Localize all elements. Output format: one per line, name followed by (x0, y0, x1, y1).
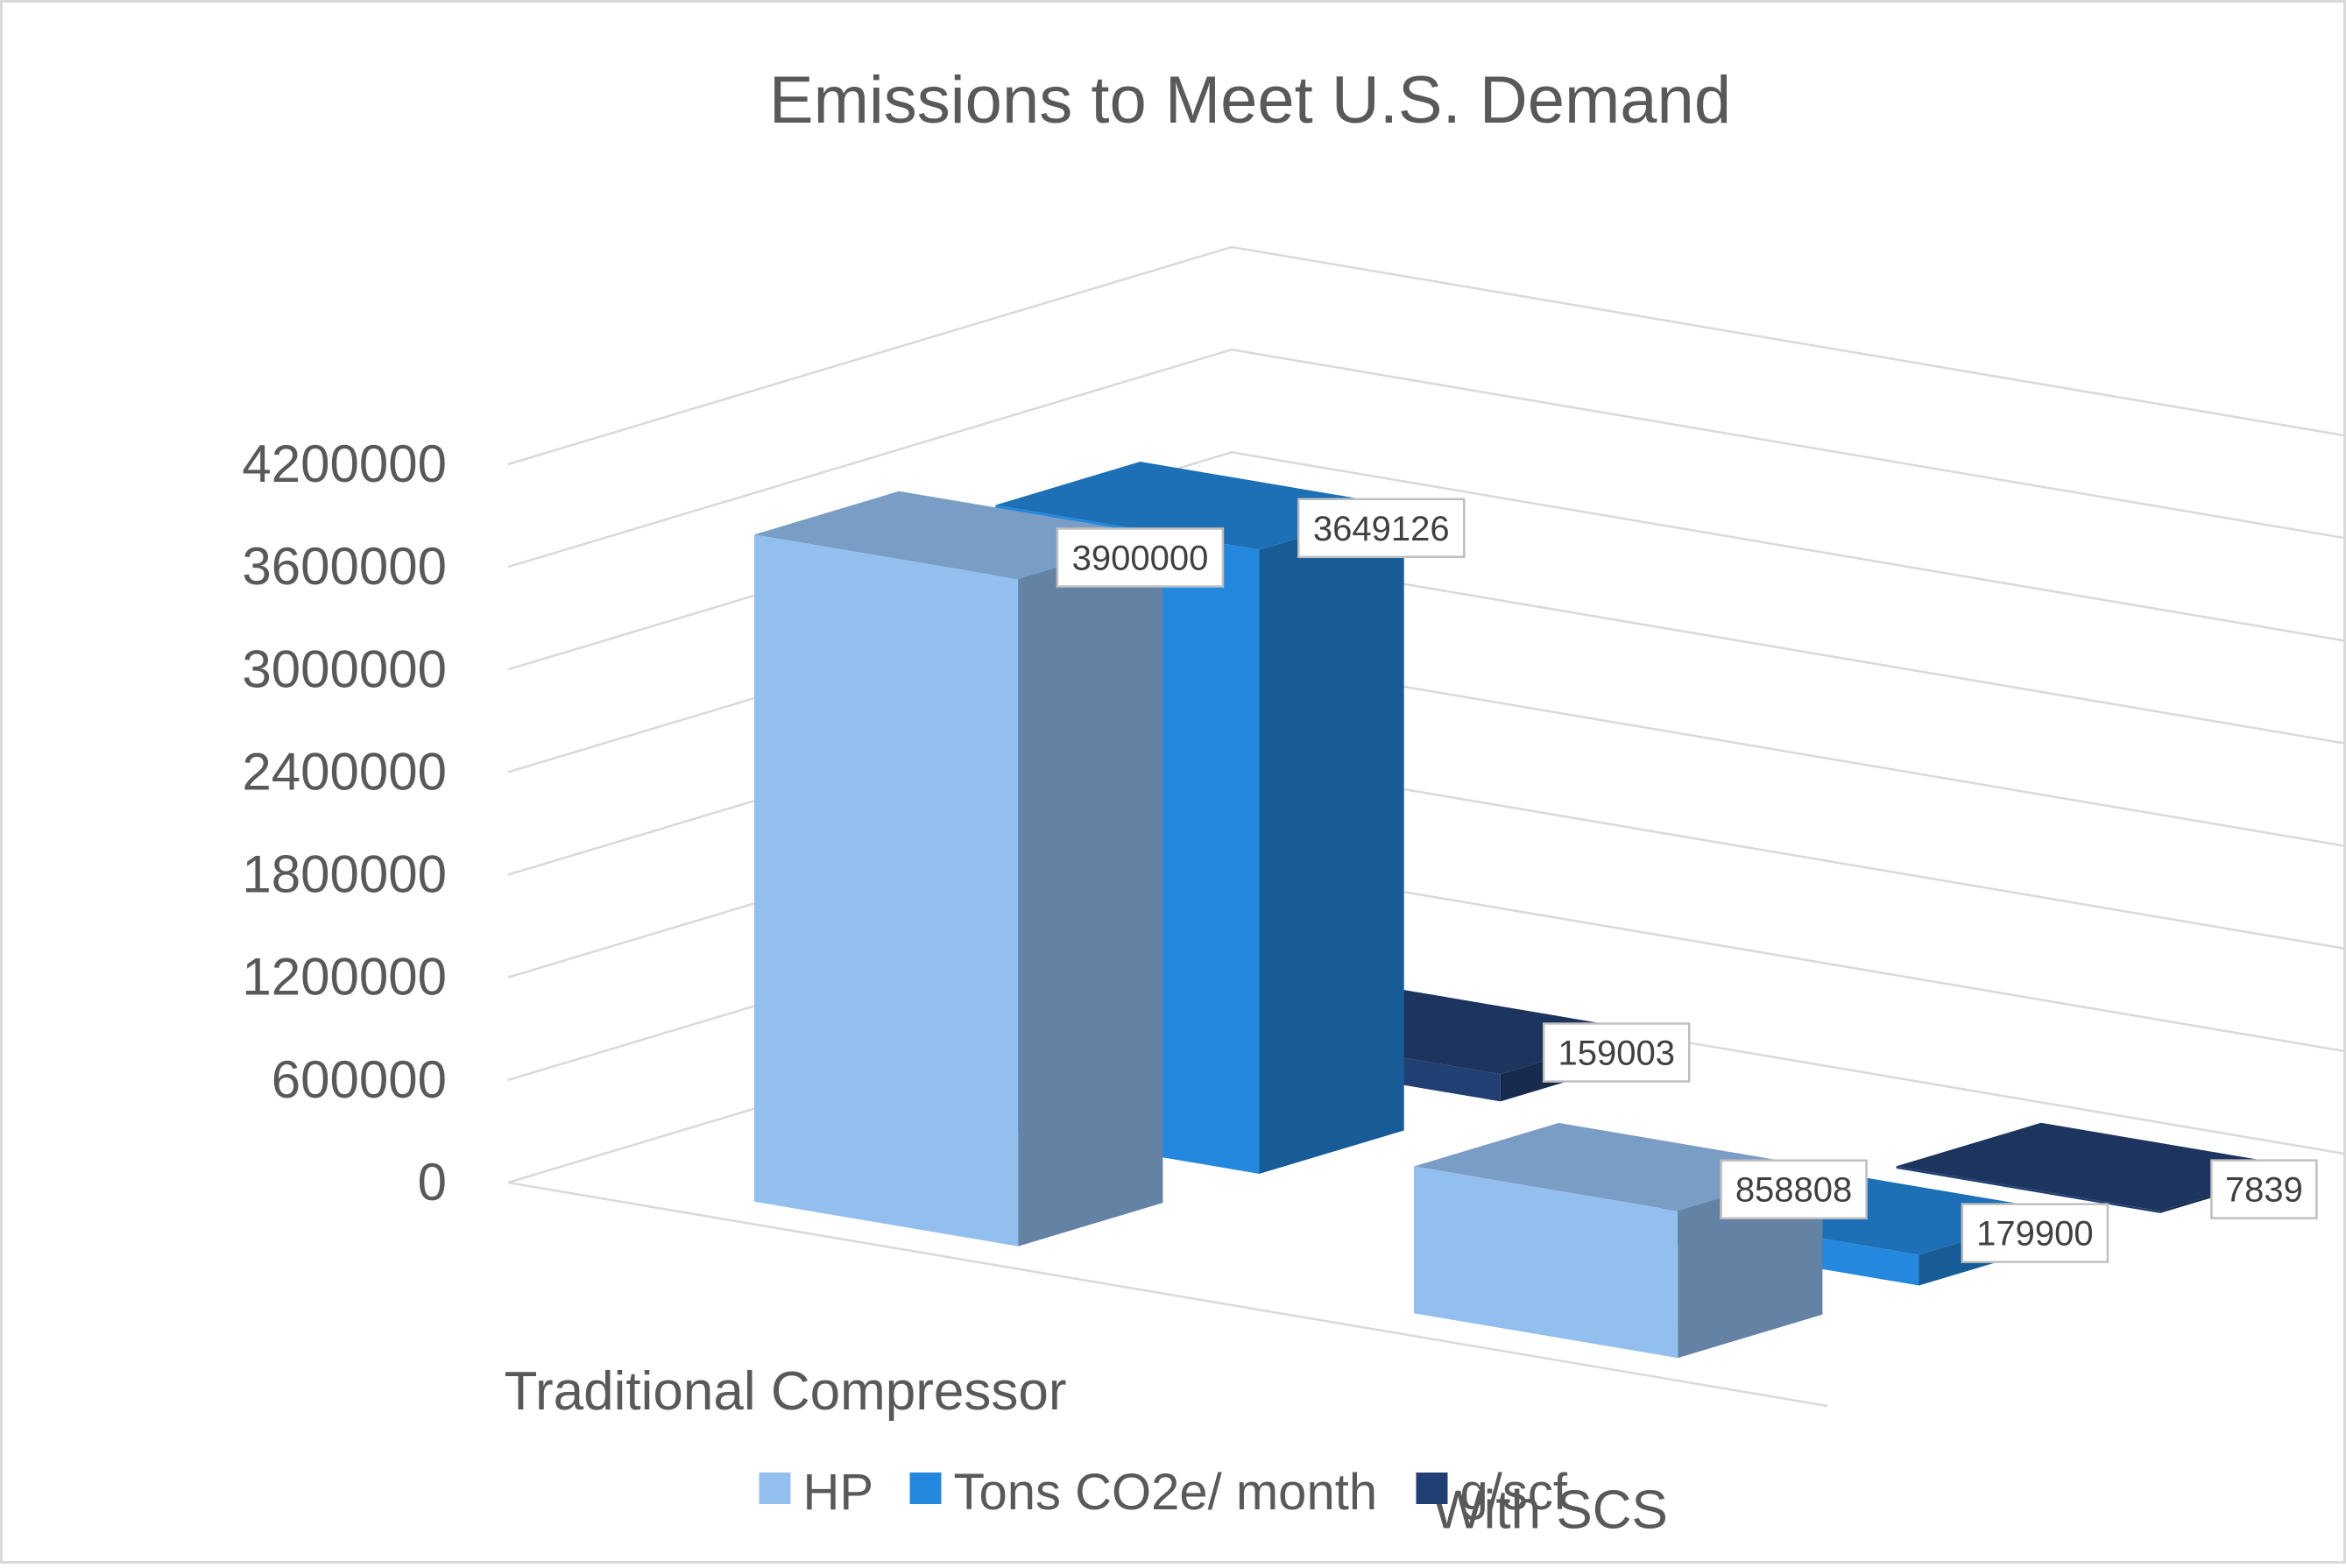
legend-item: HP (759, 1464, 874, 1521)
bar-front-face (1896, 1166, 2160, 1213)
legend: HP Tons CO2e/ month g/scf (759, 1464, 1568, 1521)
data-label: 3900000 (1056, 527, 1225, 588)
bar-front-face (754, 534, 1019, 1247)
gridline (507, 451, 2346, 671)
y-tick-label: 1200000 (242, 948, 447, 1006)
y-tick-label: 1800000 (242, 845, 447, 904)
legend-swatch (909, 1473, 942, 1504)
data-label-box (2210, 1159, 2318, 1219)
data-label: 858808 (1720, 1159, 1868, 1219)
legend-swatch (759, 1473, 791, 1504)
data-label-box (1297, 498, 1466, 559)
data-label-text: 7839 (2225, 1171, 2303, 1210)
bar-top-face (1896, 1122, 2305, 1211)
data-label: 159003 (1542, 1022, 1691, 1083)
y-tick-label: 0 (418, 1153, 447, 1211)
y-tick-label: 4200000 (242, 434, 447, 493)
y-axis: 0 600000 1200000 1800000 2400000 3000000 36000… (242, 434, 447, 1211)
legend-label: Tons CO2e/ month (954, 1464, 1378, 1521)
y-tick-label: 600000 (272, 1050, 447, 1109)
bar-hp-1 (1414, 1122, 1823, 1359)
gridline (507, 348, 2346, 569)
legend-item: Tons CO2e/ month (909, 1464, 1378, 1521)
data-label-box (1056, 527, 1225, 588)
bar-side-face (1018, 535, 1163, 1247)
data-labels: 7839 159003 179900 3649126 858808 3900000 (1056, 498, 2318, 1263)
legend-label: g/scf (1460, 1464, 1568, 1521)
data-label-box (1961, 1203, 2109, 1263)
data-label-box (1542, 1022, 1691, 1083)
category-label: With SCS (1432, 1480, 1668, 1540)
y-tick-label: 2400000 (242, 742, 447, 801)
chart-title: Emissions to Meet U.S. Demand (769, 63, 1731, 138)
category-label: Traditional Compressor (504, 1361, 1066, 1422)
data-label-text: 858808 (1735, 1171, 1852, 1210)
data-label-text: 3900000 (1072, 539, 1209, 577)
data-label: 179900 (1961, 1203, 2109, 1263)
data-label-text: 159003 (1558, 1035, 1674, 1073)
gridline (507, 245, 2346, 466)
data-label-text: 179900 (1976, 1215, 2093, 1254)
bar-hp-0 (754, 491, 1163, 1247)
data-label: 3649126 (1297, 498, 1466, 559)
y-tick-label: 3600000 (242, 537, 447, 596)
data-label-text: 3649126 (1313, 510, 1450, 548)
bar-front-face (1414, 1166, 1678, 1359)
floor-edge (507, 1181, 1828, 1408)
legend-item: g/scf (1416, 1464, 1568, 1521)
gridlines (507, 245, 2346, 1408)
data-label: 7839 (2210, 1159, 2318, 1219)
legend-label: HP (803, 1464, 874, 1521)
bar-side-face (1259, 506, 1404, 1174)
data-label-box (1720, 1159, 1868, 1219)
legend-swatch (1416, 1473, 1448, 1504)
y-tick-label: 3000000 (242, 639, 447, 698)
x-axis: Traditional Compressor With SCS (504, 1361, 1667, 1541)
